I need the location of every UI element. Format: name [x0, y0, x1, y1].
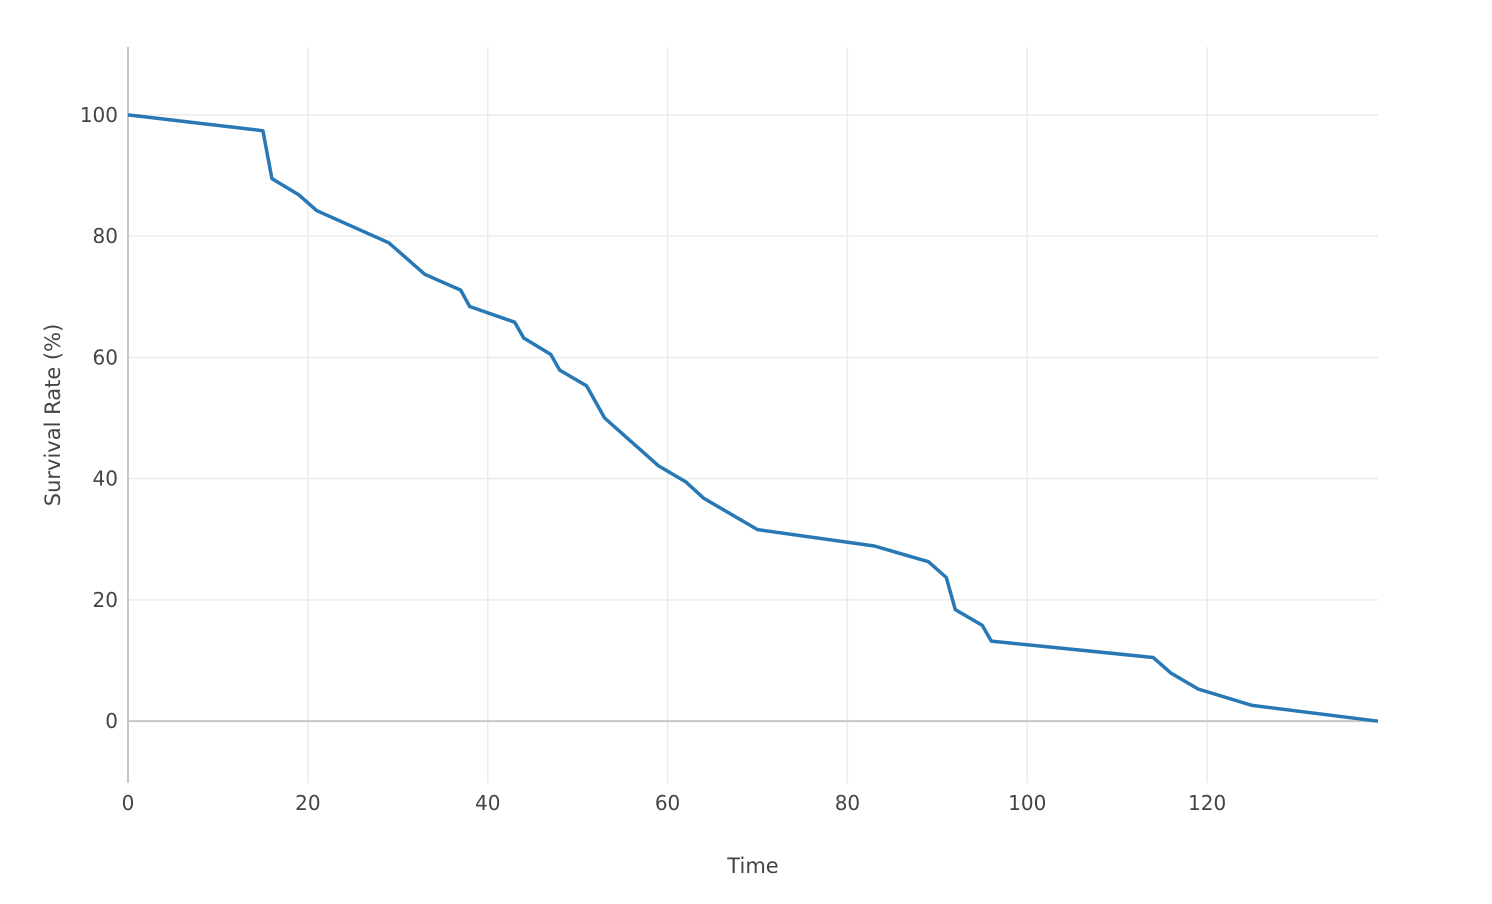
x-tick-label: 0 [122, 791, 135, 815]
y-tick-label: 100 [80, 103, 118, 127]
y-tick-label: 40 [93, 467, 118, 491]
y-tick-label: 20 [93, 588, 118, 612]
y-tick-label: 80 [93, 224, 118, 248]
tick-labels: 0 20 40 60 80 100 120 0 20 40 60 80 100 [80, 103, 1226, 815]
x-tick-label: 60 [655, 791, 680, 815]
survival-line [127, 113, 1379, 723]
x-tick-label: 100 [1008, 791, 1046, 815]
x-tick-label: 80 [835, 791, 860, 815]
y-axis-title: Survival Rate (%) [41, 324, 65, 507]
x-tick-label: 40 [475, 791, 500, 815]
y-tick-label: 0 [105, 709, 118, 733]
grid [127, 47, 1378, 783]
x-tick-label: 120 [1188, 791, 1226, 815]
series [127, 113, 1379, 723]
x-tick-label: 20 [295, 791, 320, 815]
x-axis-title: Time [726, 854, 778, 878]
y-tick-label: 60 [93, 345, 118, 369]
